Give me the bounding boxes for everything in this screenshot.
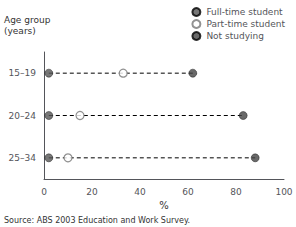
- svg-text:20–24: 20–24: [9, 111, 37, 121]
- svg-text:100: 100: [275, 187, 292, 197]
- svg-text:0: 0: [41, 187, 47, 197]
- svg-text:Not studying: Not studying: [206, 31, 264, 41]
- svg-text:Age group: Age group: [4, 15, 51, 25]
- svg-text:%: %: [159, 200, 169, 211]
- svg-text:15–19: 15–19: [9, 68, 37, 78]
- svg-text:60: 60: [182, 187, 194, 197]
- svg-text:20: 20: [86, 187, 98, 197]
- svg-text:80: 80: [230, 187, 242, 197]
- svg-text:(years): (years): [4, 26, 36, 36]
- svg-text:25–34: 25–34: [9, 153, 37, 163]
- svg-text:40: 40: [134, 187, 146, 197]
- svg-text:Part-time student: Part-time student: [206, 19, 285, 29]
- svg-text:Source: ABS 2003 Education and: Source: ABS 2003 Education and Work Surv…: [4, 216, 190, 225]
- svg-text:Full-time student: Full-time student: [206, 7, 283, 17]
